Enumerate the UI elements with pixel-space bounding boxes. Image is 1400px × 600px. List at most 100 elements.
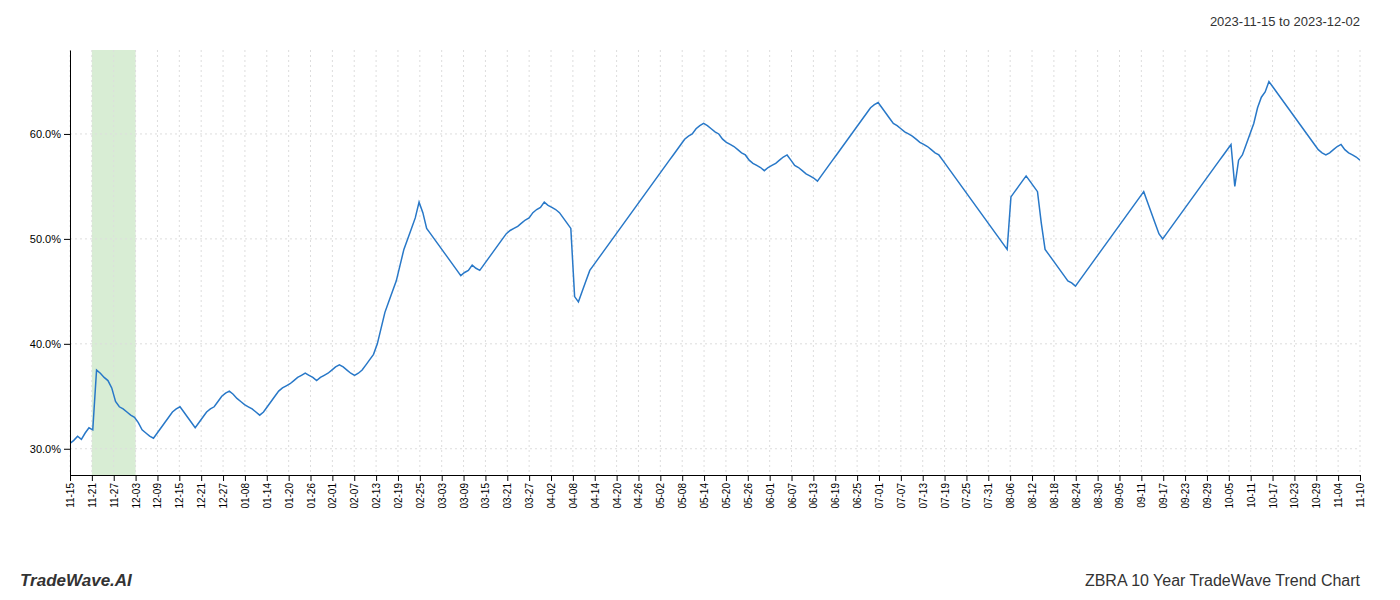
grid-line-x [1206,50,1207,475]
x-tick-mark [70,475,71,481]
x-tick: 11-15 [65,475,76,508]
x-tick: 09-29 [1202,475,1213,509]
y-tick: 40.0% [30,338,70,350]
grid-line-y [70,133,1360,134]
grid-line-x [1185,50,1186,475]
x-tick-mark [245,475,246,481]
x-tick-mark [1163,475,1164,481]
x-tick-mark [507,475,508,481]
x-tick-mark [1054,475,1055,481]
grid-line-x [682,50,683,475]
x-tick-label: 07-19 [940,483,951,509]
x-tick-mark [1119,475,1120,481]
x-tick-label: 05-14 [699,483,710,509]
x-tick: 10-23 [1289,475,1300,509]
x-tick: 08-24 [1071,475,1082,509]
x-tick-label: 07-01 [874,483,885,509]
annotation: TradeWave.AI [20,571,133,590]
x-tick: 10-11 [1246,475,1257,508]
grid-line-x [638,50,639,475]
x-tick-mark [201,475,202,481]
grid-line-x [660,50,661,475]
grid-line-x [397,50,398,475]
x-tick: 01-14 [262,475,273,509]
y-tick-label: 50.0% [30,233,61,245]
x-tick-label: 08-12 [1027,483,1038,509]
x-tick-mark [223,475,224,481]
x-tick: 08-12 [1027,475,1038,509]
x-tick-mark [289,475,290,481]
x-tick-label: 11-10 [1355,483,1366,508]
x-tick: 04-26 [633,475,644,509]
x-tick-label: 11-27 [109,483,120,508]
y-tick-label: 30.0% [30,443,61,455]
x-tick-mark [114,475,115,481]
grid-line-x [616,50,617,475]
grid-line-x [747,50,748,475]
x-tick-mark [1229,475,1230,481]
grid-line-x [1228,50,1229,475]
x-tick-label: 04-20 [612,483,623,509]
x-tick-mark [332,475,333,481]
x-tick: 06-01 [765,475,776,509]
grid-line-x [310,50,311,475]
y-tick-label: 60.0% [30,128,61,140]
x-tick: 05-26 [743,475,754,509]
x-axis-line [71,475,1361,476]
x-tick-label: 11-15 [65,483,76,508]
x-tick-label: 12-27 [218,483,229,509]
x-tick-label: 11-21 [87,483,98,508]
x-tick-mark [704,475,705,481]
y-tick: 60.0% [30,128,70,140]
x-tick-mark [442,475,443,481]
x-tick-label: 06-19 [830,483,841,509]
y-axis-line [70,51,71,476]
x-tick-label: 06-07 [787,483,798,509]
grid-line-x [1010,50,1011,475]
grid-line-x [988,50,989,475]
x-tick-label: 10-11 [1246,483,1257,508]
x-tick-label: 02-01 [327,483,338,509]
x-tick-mark [376,475,377,481]
x-tick: 06-19 [830,475,841,509]
plot-area [92,50,136,475]
x-tick-mark [879,475,880,481]
grid-line-x [900,50,901,475]
x-tick-label: 05-20 [721,483,732,509]
x-tick: 11-04 [1333,475,1344,508]
x-tick: 06-07 [787,475,798,509]
x-tick-label: 01-14 [262,483,273,509]
x-tick-label: 06-25 [852,483,863,509]
grid-line-x [1141,50,1142,475]
grid-line-x [835,50,836,475]
x-tick: 01-08 [240,475,251,509]
x-tick: 01-26 [306,475,317,509]
x-tick: 02-07 [349,475,360,509]
x-tick-label: 09-05 [1114,483,1125,509]
grid-line-x [288,50,289,475]
x-tick-label: 03-27 [524,483,535,509]
grid-line-x [463,50,464,475]
x-tick-label: 11-04 [1333,483,1344,508]
x-tick-mark [966,475,967,481]
x-tick-label: 09-11 [1136,483,1147,508]
x-tick-label: 10-29 [1311,483,1322,509]
x-tick: 03-03 [437,475,448,509]
grid-line-x [1075,50,1076,475]
series-group [70,81,1360,443]
highlight-span [92,50,136,475]
x-tick-label: 10-17 [1268,483,1279,509]
x-tick-label: 05-26 [743,483,754,509]
x-tick: 10-05 [1224,475,1235,509]
x-tick-mark [1076,475,1077,481]
x-tick: 07-19 [940,475,951,509]
grid-line-x [1250,50,1251,475]
grid-line-x [1316,50,1317,475]
grid-line-x [223,50,224,475]
x-tick-label: 08-30 [1093,483,1104,509]
x-tick-mark [267,475,268,481]
grid-line-x [244,50,245,475]
grid-line-x [1294,50,1295,475]
x-tick: 05-14 [699,475,710,509]
x-tick-mark [748,475,749,481]
